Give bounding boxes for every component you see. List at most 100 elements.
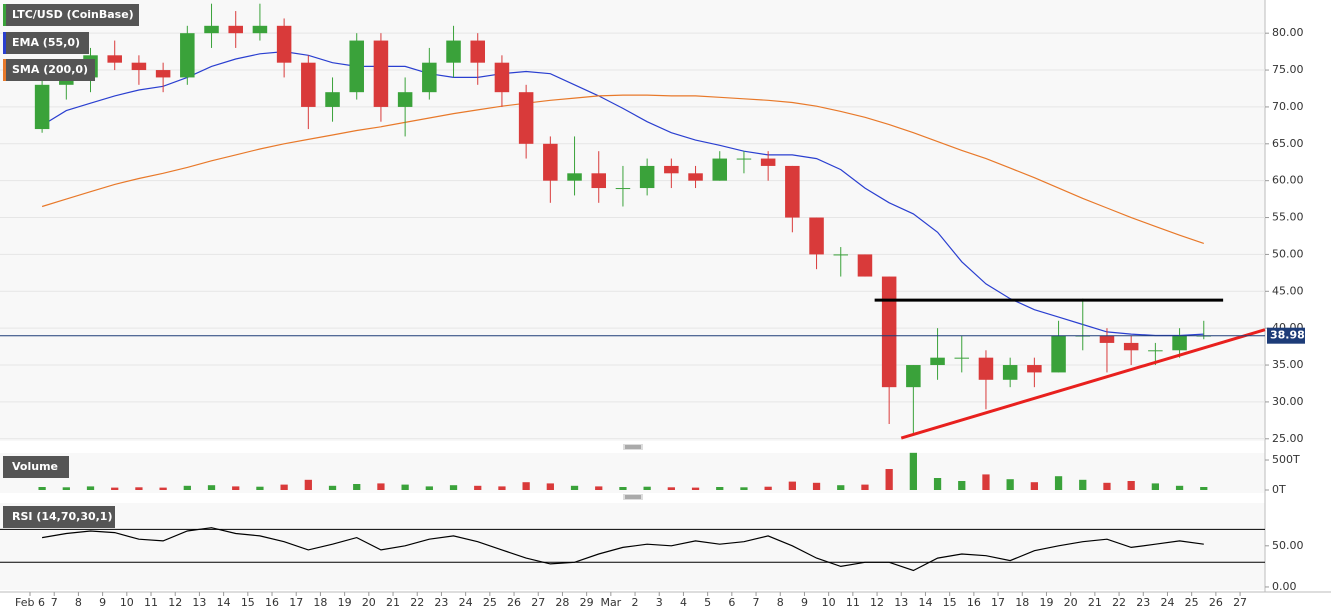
x-tick-label: 29: [580, 596, 594, 609]
x-tick-label: 22: [410, 596, 424, 609]
x-tick-label: 10: [822, 596, 836, 609]
volume-bar: [982, 474, 990, 491]
candle-body: [180, 33, 195, 78]
y-tick-label: 25.00: [1272, 432, 1304, 445]
y-tick-label: 45.00: [1272, 284, 1304, 297]
volume-bar: [280, 484, 288, 491]
volume-bar: [788, 481, 796, 491]
x-tick-label: 12: [870, 596, 884, 609]
x-tick-label: 16: [967, 596, 981, 609]
x-tick-label: 23: [434, 596, 448, 609]
candle-body: [1123, 342, 1139, 351]
x-tick-label: 22: [1112, 596, 1126, 609]
candle-body: [59, 77, 74, 85]
volume-bar: [1054, 476, 1063, 491]
x-tick-label: 6: [728, 596, 735, 609]
candle-body: [857, 254, 873, 277]
volume-bar: [1079, 479, 1087, 491]
x-tick-label: 24: [1160, 596, 1174, 609]
legend-label: SMA (200,0): [12, 63, 88, 76]
volume-bar: [207, 485, 216, 491]
x-tick-label: 20: [362, 596, 376, 609]
candle-body: [325, 92, 340, 107]
candle-body: [494, 62, 510, 93]
volume-bar: [38, 487, 46, 491]
panel-handle[interactable]: [623, 494, 643, 500]
y-tick-label: 500T: [1272, 453, 1300, 466]
volume-bar: [740, 487, 748, 491]
y-tick-label: 35.00: [1272, 358, 1304, 371]
legend-label: LTC/USD (CoinBase): [12, 8, 134, 21]
volume-bar: [1200, 487, 1208, 491]
volume-bar: [522, 482, 530, 491]
legend: LTC/USD (CoinBase) EMA (55,0) SMA (200,0…: [3, 4, 139, 528]
volume-bar: [1103, 482, 1111, 491]
y-tick-label: 30.00: [1272, 395, 1304, 408]
volume-bar: [667, 487, 675, 491]
candle-body: [252, 25, 268, 34]
last-price-label: 38.98: [1270, 329, 1305, 342]
x-tick-label: 11: [144, 596, 158, 609]
x-tick-label: 23: [1136, 596, 1150, 609]
y-tick-label: 70.00: [1272, 100, 1304, 113]
volume-bar: [933, 478, 942, 491]
volume-bar: [1151, 483, 1159, 491]
panel-title: Volume: [12, 460, 58, 473]
candle-body: [301, 62, 316, 107]
x-tick-label: 19: [338, 596, 352, 609]
candle-body: [809, 217, 824, 255]
volume-bar: [958, 481, 966, 491]
candle-body: [760, 158, 776, 166]
series-line: [41, 527, 1204, 572]
x-tick-label: 16: [265, 596, 279, 609]
volume-bar: [1127, 481, 1135, 491]
candle-body: [954, 357, 970, 359]
candle-body: [204, 25, 219, 34]
volume-bar: [764, 486, 772, 491]
x-tick-label: 25: [483, 596, 497, 609]
candle-body: [881, 276, 897, 388]
volume-bar: [619, 487, 627, 491]
candle-body: [591, 173, 606, 189]
x-tick-label: 2: [632, 596, 639, 609]
volume-bar: [643, 486, 651, 491]
candle-body: [276, 25, 292, 63]
volume-bar: [86, 486, 95, 491]
panel-title: RSI (14,70,30,1): [12, 510, 112, 523]
candle-body: [131, 62, 147, 71]
x-tick-label: 18: [1015, 596, 1029, 609]
x-tick-label: 21: [1088, 596, 1102, 609]
volume-bar: [861, 484, 869, 491]
candle-body: [1002, 365, 1018, 380]
x-tick-label: 10: [120, 596, 134, 609]
y-tick-label: 50.00: [1272, 539, 1304, 552]
candle-body: [107, 55, 122, 63]
x-tick-label: 13: [894, 596, 908, 609]
volume-bar: [353, 484, 361, 491]
x-tick-label: 7: [753, 596, 760, 609]
panel-handle[interactable]: [623, 444, 643, 450]
x-tick-label: 20: [1064, 596, 1078, 609]
volume-bar: [885, 469, 893, 491]
volume-bar: [1006, 479, 1014, 491]
x-tick-label: 12: [168, 596, 182, 609]
x-tick-label: 27: [1233, 596, 1247, 609]
candle-body: [373, 40, 389, 107]
volume-bar: [62, 487, 70, 491]
x-tick-label: 15: [943, 596, 957, 609]
x-tick-label: 11: [846, 596, 860, 609]
x-tick-label: 18: [313, 596, 327, 609]
volume-bar: [716, 487, 724, 491]
x-tick-label: 25: [1185, 596, 1199, 609]
candle-body: [639, 165, 655, 189]
candle-body: [930, 357, 945, 366]
x-tick-label: 27: [531, 596, 545, 609]
last-price-box: [1267, 327, 1305, 344]
x-tick-label: 17: [289, 596, 303, 609]
volume-bar: [183, 485, 191, 491]
volume-bar: [111, 487, 119, 491]
candle-body: [906, 365, 921, 388]
x-tick-label: 8: [777, 596, 784, 609]
x-tick-label: 28: [555, 596, 569, 609]
